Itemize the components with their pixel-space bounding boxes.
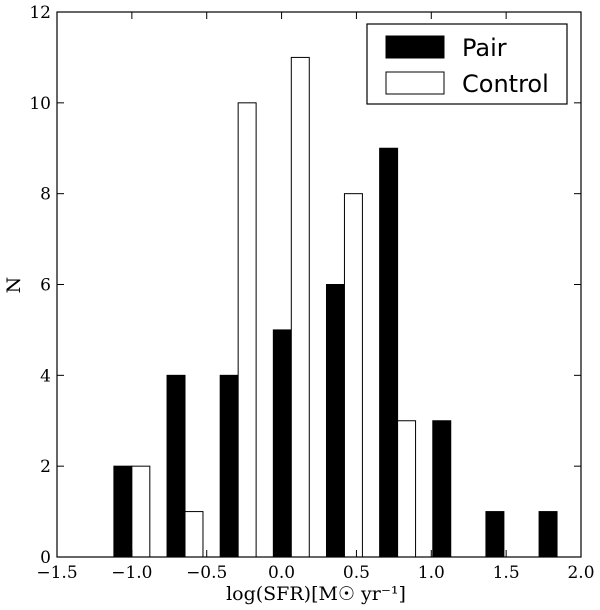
bar-control-5 (397, 420, 417, 558)
y-tick-label: 12 (29, 3, 51, 23)
bars-layer (113, 56, 558, 558)
x-tick-label: −1.5 (36, 563, 77, 583)
bar-control-0 (131, 465, 151, 558)
x-tick-label: 1.5 (493, 563, 520, 583)
legend-label-pair: Pair (462, 34, 507, 62)
bar-pair-4 (325, 284, 345, 558)
bar-pair-3 (272, 329, 292, 558)
y-tick-label: 10 (29, 94, 51, 114)
bar-pair-5 (379, 147, 399, 558)
ticks-layer: −1.5 −1.0 −0.5 0.0 0.5 1.0 1.5 2.0 0 2 4 6 8 10 12 (29, 3, 594, 583)
bar-pair-2 (219, 374, 239, 558)
legend-swatch-pair (385, 35, 445, 59)
y-tick-label: 8 (40, 185, 51, 205)
legend-swatch-control (385, 71, 445, 95)
legend-label-control: Control (462, 70, 549, 98)
x-tick-label: 0.5 (343, 563, 370, 583)
legend: Pair Control (366, 23, 568, 105)
plot-frame (56, 11, 582, 558)
x-tick-label: 2.0 (567, 563, 594, 583)
y-axis-label: N (3, 277, 25, 294)
x-tick-label: −1.0 (111, 563, 152, 583)
y-tick-label: 0 (40, 548, 51, 568)
bar-pair-6 (432, 420, 452, 558)
bar-pair-8 (538, 511, 558, 558)
y-tick-label: 6 (40, 276, 51, 296)
x-tick-label: 0.0 (268, 563, 295, 583)
bar-control-2 (237, 102, 257, 558)
x-axis-label: log(SFR)[M☉ yr⁻¹] (226, 583, 406, 605)
bar-pair-7 (485, 511, 505, 558)
y-tick-label: 4 (40, 366, 51, 386)
x-tick-label: −0.5 (186, 563, 227, 583)
bar-control-3 (290, 56, 310, 558)
y-tick-label: 2 (40, 457, 51, 477)
bar-pair-1 (166, 374, 186, 558)
bar-control-1 (184, 511, 204, 558)
bar-pair-0 (113, 465, 133, 558)
bar-control-4 (343, 193, 363, 558)
x-tick-label: 1.0 (418, 563, 445, 583)
